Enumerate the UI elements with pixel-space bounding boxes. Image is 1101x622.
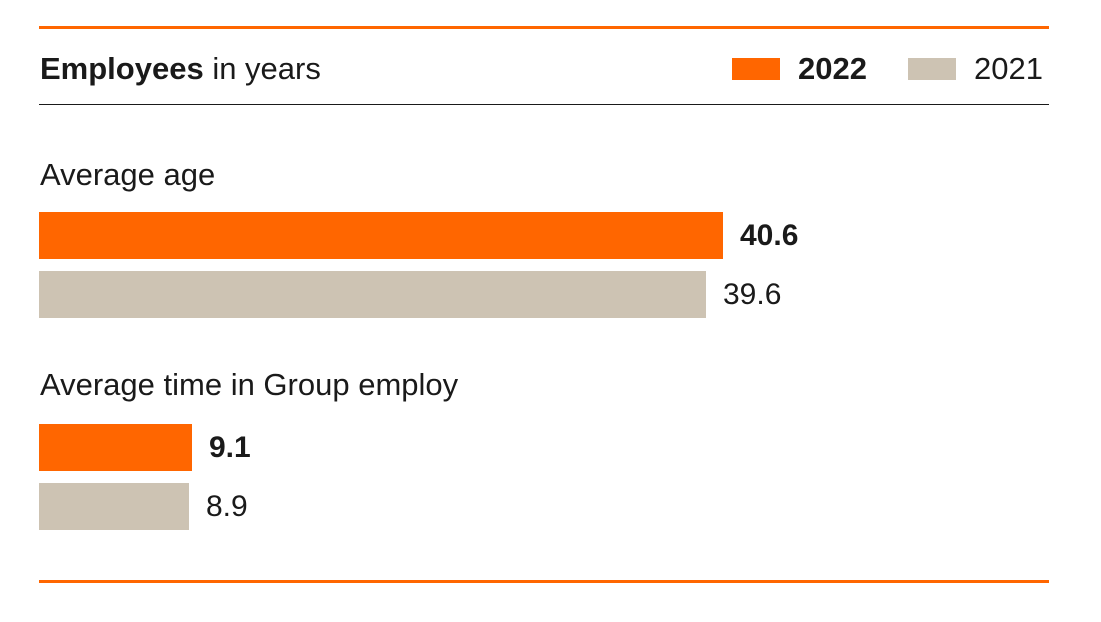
top-accent-rule bbox=[39, 26, 1049, 29]
bar-average-time-in-group-employ-2021 bbox=[39, 483, 189, 530]
value-label-average-age-2021: 39.6 bbox=[723, 278, 782, 311]
legend-item-2021: 2021 bbox=[908, 50, 1043, 88]
legend-label-2021: 2021 bbox=[974, 51, 1043, 86]
chart-title: Employees in years bbox=[40, 50, 321, 88]
legend-swatch-2021 bbox=[908, 58, 956, 80]
bar-average-time-in-group-employ-2022 bbox=[39, 424, 192, 471]
chart-title-bold: Employees bbox=[40, 51, 204, 86]
bar-average-age-2022 bbox=[39, 212, 723, 259]
value-label-average-time-in-group-employ-2021: 8.9 bbox=[206, 490, 248, 523]
category-label-average-time-in-group-employ: Average time in Group employ bbox=[40, 367, 459, 402]
legend-swatch-2022 bbox=[732, 58, 780, 80]
chart-title-unit: in years bbox=[203, 51, 321, 86]
bottom-accent-rule bbox=[39, 580, 1049, 583]
legend-label-2022: 2022 bbox=[798, 51, 867, 86]
value-label-average-age-2022: 40.6 bbox=[740, 219, 799, 252]
value-label-average-time-in-group-employ-2022: 9.1 bbox=[209, 431, 251, 464]
header-divider bbox=[39, 104, 1049, 105]
bar-average-age-2021 bbox=[39, 271, 706, 318]
category-label-average-age: Average age bbox=[40, 157, 216, 192]
legend-item-2022: 2022 bbox=[732, 50, 867, 88]
